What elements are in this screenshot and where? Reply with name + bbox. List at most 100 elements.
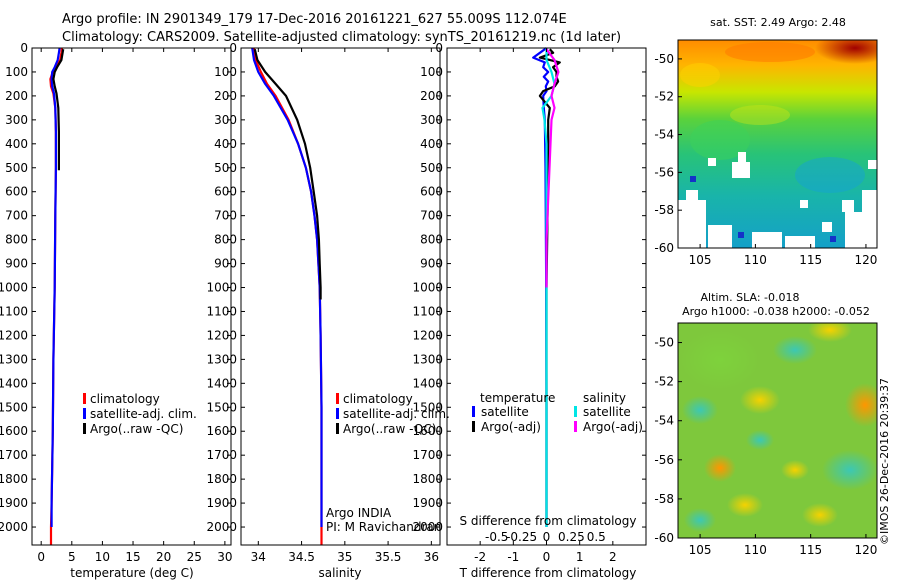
temperature-xlabel: temperature (deg C) [70, 566, 193, 580]
difference-ytick-label: 1600 [412, 424, 443, 438]
difference-series-line [538, 48, 561, 527]
sst-map-title: sat. SST: 2.49 Argo: 2.48 [710, 16, 846, 29]
figure-title-line1: Argo profile: IN 2901349_179 17-Dec-2016… [62, 12, 567, 27]
salinity-ytick-label: 400 [214, 137, 237, 151]
sla-map-frame [677, 322, 878, 539]
sst-map-ytick-label: -60 [654, 241, 674, 255]
difference-ytick-label: 1300 [412, 352, 443, 366]
salinity-panel: 0100200300400500600700800900100011001200… [206, 41, 449, 580]
temperature-ytick-label: 500 [5, 161, 28, 175]
legend-label-satellite-adj: satellite-adj. clim. [343, 407, 450, 421]
salinity-ytick-label: 1300 [206, 352, 237, 366]
temperature-ytick-label: 100 [5, 65, 28, 79]
legend-label-climatology: climatology [90, 392, 160, 406]
float-program-label: Argo INDIA [326, 506, 392, 520]
temperature-ytick-label: 700 [5, 209, 28, 223]
legend-swatch-satellite-adj [336, 408, 339, 419]
legend-swatch-s-satellite [574, 406, 577, 417]
sla-map-ytick-label: -58 [654, 492, 674, 506]
sst-map-ytick-label: -58 [654, 203, 674, 217]
difference-x2tick-label: 0.25 [558, 530, 585, 544]
temperature-ytick-label: 1800 [0, 472, 28, 486]
salinity-xlabel: salinity [318, 566, 361, 580]
sla-map-title-line2: Argo h1000: -0.038 h2000: -0.052 [682, 305, 870, 318]
sla-map-xtick-label: 120 [854, 543, 877, 557]
legend-label-climatology: climatology [343, 392, 413, 406]
temperature-ytick-label: 0 [20, 41, 28, 55]
sst-map-ytick-label: -56 [654, 165, 674, 179]
salinity-ytick-label: 200 [214, 89, 237, 103]
float-pi-label: PI: M Ravichandran [326, 520, 441, 534]
difference-ytick-label: 300 [420, 113, 443, 127]
salinity-legend: climatology satellite-adj. clim. Argo(..… [336, 392, 450, 436]
salinity-ytick-label: 2000 [206, 520, 237, 534]
difference-ytick-label: 1200 [412, 328, 443, 342]
legend-label-t-argo: Argo(-adj) [481, 420, 541, 434]
difference-ytick-label: 1800 [412, 472, 443, 486]
figure-title-line2: Climatology: CARS2009. Satellite-adjuste… [62, 30, 621, 45]
temperature-xtick-label: 10 [95, 550, 110, 564]
difference-xtick-label: 1 [576, 550, 584, 564]
temperature-ytick-label: 1100 [0, 304, 28, 318]
t-difference-xlabel: T difference from climatology [459, 566, 637, 580]
legend-swatch-t-satellite [472, 406, 475, 417]
temperature-ytick-label: 1700 [0, 448, 28, 462]
temperature-plot-frame [31, 47, 232, 546]
temperature-legend: climatology satellite-adj. clim. Argo(..… [83, 392, 197, 436]
temperature-xtick-label: 15 [125, 550, 140, 564]
legend-label-satellite-adj: satellite-adj. clim. [90, 407, 197, 421]
salinity-xtick-label: 35 [337, 550, 352, 564]
difference-ytick-label: 900 [420, 257, 443, 271]
temperature-ytick-label: 1900 [0, 496, 28, 510]
salinity-ytick-label: 500 [214, 161, 237, 175]
difference-ytick-label: 700 [420, 209, 443, 223]
temperature-ytick-label: 1300 [0, 352, 28, 366]
sla-map-xtick-label: 105 [689, 543, 712, 557]
temperature-ytick-label: 1000 [0, 281, 28, 295]
difference-ytick-label: 1700 [412, 448, 443, 462]
salinity-ytick-label: 1500 [206, 400, 237, 414]
salinity-ytick-label: 300 [214, 113, 237, 127]
temperature-ytick-label: 400 [5, 137, 28, 151]
legend-swatch-t-argo [472, 421, 475, 432]
temperature-ytick-label: 600 [5, 185, 28, 199]
legend-label-argo: Argo(..raw -QC) [90, 422, 183, 436]
temperature-xtick-label: 25 [187, 550, 202, 564]
legend-swatch-argo [83, 423, 86, 434]
temperature-xtick-label: 0 [37, 550, 45, 564]
legend-group-temperature: temperature [480, 391, 555, 405]
sst-map-xtick-label: 120 [854, 253, 877, 267]
salinity-ytick-label: 100 [214, 65, 237, 79]
difference-ytick-label: 100 [420, 65, 443, 79]
sla-map-ytick-label: -56 [654, 453, 674, 467]
difference-xtick-label: -2 [474, 550, 486, 564]
salinity-series-line [251, 47, 323, 527]
sla-map-ytick-label: -60 [654, 531, 674, 545]
sst-map-image [678, 40, 877, 248]
legend-label-t-satellite: satellite [481, 405, 529, 419]
sst-map-xtick-label: 110 [744, 253, 767, 267]
s-difference-xlabel: S difference from climatology [460, 514, 637, 528]
salinity-ytick-label: 1900 [206, 496, 237, 510]
difference-xtick-label: 0 [543, 550, 551, 564]
salinity-ytick-label: 1700 [206, 448, 237, 462]
imos-timestamp: ©IMOS 26-Dec-2016 20:39:37 [878, 378, 891, 545]
legend-swatch-satellite-adj [83, 408, 86, 419]
temperature-ytick-label: 2000 [0, 520, 28, 534]
salinity-ytick-label: 700 [214, 209, 237, 223]
salinity-plot-frame [240, 47, 441, 546]
sst-map-ytick-label: -50 [654, 52, 674, 66]
difference-ytick-label: 0 [435, 41, 443, 55]
salinity-ytick-label: 1800 [206, 472, 237, 486]
sla-map-ytick-label: -52 [654, 375, 674, 389]
sst-map-ytick-label: -52 [654, 90, 674, 104]
difference-xtick-label: 2 [609, 550, 617, 564]
difference-ytick-label: 2000 [412, 520, 443, 534]
difference-ytick-label: 600 [420, 185, 443, 199]
temperature-series-line [50, 47, 61, 527]
temperature-ytick-label: 800 [5, 233, 28, 247]
salinity-ytick-label: 1600 [206, 424, 237, 438]
difference-ytick-label: 400 [420, 137, 443, 151]
legend-swatch-s-argo [574, 421, 577, 432]
sst-map-xtick-label: 105 [689, 253, 712, 267]
